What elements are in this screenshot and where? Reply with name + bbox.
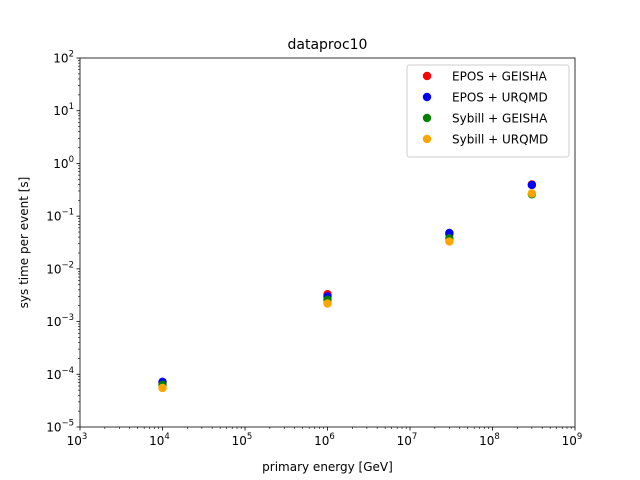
y-tick-label: 10−3: [46, 313, 74, 329]
legend-label: EPOS + URQMD: [452, 91, 548, 105]
y-tick-label: 102: [53, 50, 74, 66]
data-point: [527, 180, 537, 190]
x-tick-label: 106: [314, 432, 335, 448]
legend-marker: [422, 134, 432, 144]
legend-frame: [406, 64, 570, 158]
data-point: [158, 383, 167, 393]
legend-marker: [422, 71, 432, 81]
legend-label: EPOS + GEISHA: [452, 70, 548, 84]
data-points: [158, 180, 537, 393]
x-tick-label: 108: [479, 432, 500, 448]
x-tick-label: 103: [67, 432, 88, 448]
y-axis: 10−5 10−4 10−3 10−2 10−1 100 101 102: [46, 50, 80, 435]
x-axis-label: primary energy [GeV]: [262, 460, 393, 474]
legend-label: Sybill + URQMD: [452, 133, 548, 147]
legend: EPOS + GEISHA EPOS + URQMD Sybill + GEISHA…: [406, 64, 570, 158]
legend-marker: [422, 113, 432, 123]
y-tick-label: 100: [53, 155, 74, 171]
y-tick-label: 10−2: [46, 260, 74, 276]
y-tick-label: 101: [53, 102, 74, 118]
data-point: [527, 189, 537, 198]
y-tick-label: 10−5: [46, 419, 74, 435]
legend-label: Sybill + GEISHA: [452, 112, 548, 126]
chart-title: dataproc10: [288, 37, 368, 53]
data-point: [323, 299, 332, 308]
data-point: [445, 237, 454, 246]
x-axis: 103 104 105 106 107 108 109: [67, 427, 583, 448]
x-tick-label: 107: [397, 432, 418, 448]
y-tick-label: 10−1: [46, 208, 74, 224]
x-tick-label: 105: [232, 432, 253, 448]
y-tick-label: 10−4: [46, 366, 74, 382]
y-axis-label: sys time per event [s]: [17, 177, 31, 309]
legend-marker: [422, 92, 432, 102]
x-tick-label: 109: [562, 432, 583, 448]
x-tick-label: 104: [149, 432, 170, 448]
